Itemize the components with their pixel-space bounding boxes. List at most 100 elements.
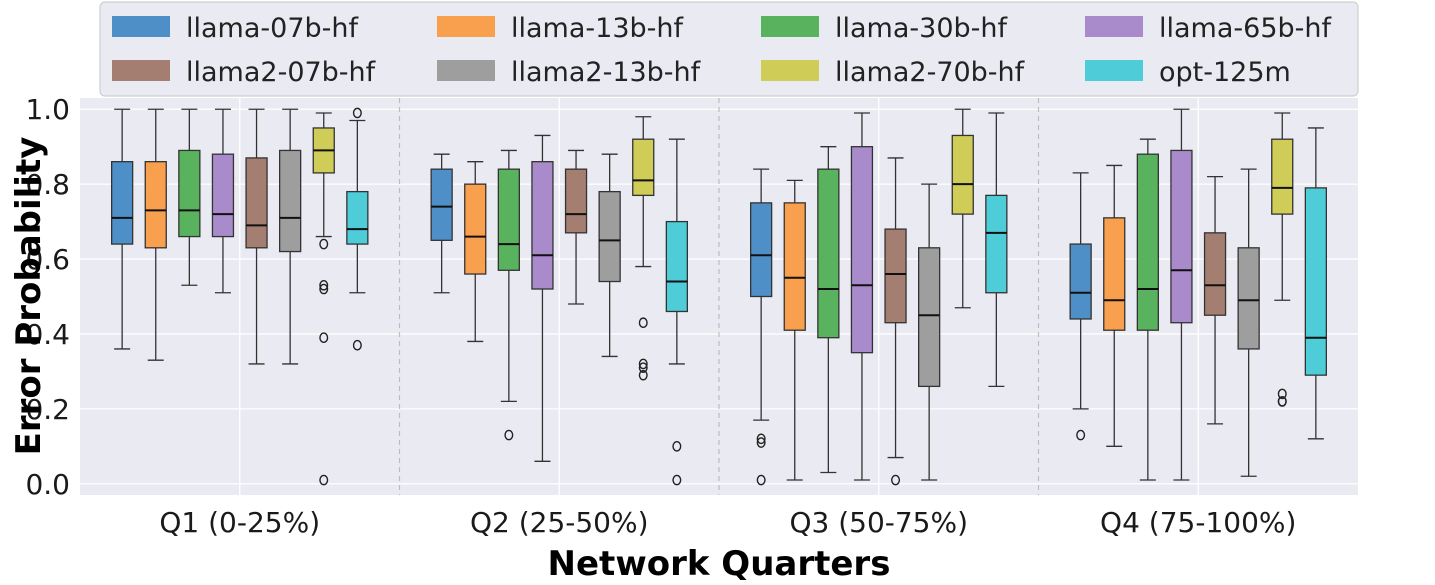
box-opt-125m-3: [985, 112, 1008, 388]
outlier-point: [756, 474, 766, 486]
box-iqr: [144, 161, 167, 249]
box-llama-07b-hf-2: [430, 153, 453, 294]
box-llama-30b-hf-4: [1136, 138, 1159, 481]
box-iqr: [598, 190, 621, 283]
box-llama-30b-hf-2: [497, 149, 521, 441]
legend-item-llama-13b-hf: llama-13b-hf: [437, 13, 684, 44]
outlier-point: [638, 362, 648, 373]
legend-label: llama-65b-hf: [1159, 13, 1332, 44]
box-llama2-70b-hf-1: [312, 112, 335, 486]
box-llama-07b-hf-4: [1069, 172, 1092, 441]
box-llama2-07b-hf-1: [245, 108, 268, 365]
box-llama-65b-hf-3: [850, 112, 874, 481]
outlier-point: [638, 369, 648, 381]
y-tick-label: 0.0: [25, 468, 70, 501]
box-iqr: [951, 134, 974, 215]
y-tick-label: 0.8: [25, 168, 70, 201]
x-tick-label: Q1 (0-25%): [159, 506, 320, 539]
box-iqr: [464, 183, 487, 275]
box-iqr: [783, 202, 806, 331]
quarter-dividers: [398, 98, 1040, 495]
box-llama2-70b-hf-3: [951, 108, 974, 309]
outlier-point: [672, 474, 682, 486]
y-tick-label: 0.4: [25, 318, 70, 351]
outlier-point: [319, 332, 329, 343]
outlier-point: [352, 339, 362, 351]
box-iqr: [497, 168, 521, 271]
legend-item-llama2-07b-hf: llama2-07b-hf: [112, 57, 377, 88]
legend-label: llama-07b-hf: [186, 13, 359, 44]
legend-swatch: [112, 16, 170, 37]
outlier-point: [319, 283, 329, 295]
box-llama-13b-hf-3: [783, 179, 806, 481]
box-iqr: [178, 149, 201, 238]
legend-swatch: [761, 60, 819, 81]
y-tick-label: 0.2: [25, 393, 70, 426]
box-llama-07b-hf-1: [111, 108, 134, 350]
legend-swatch: [1085, 16, 1143, 37]
box-llama2-13b-hf-3: [918, 183, 941, 481]
legend-label: llama2-70b-hf: [835, 57, 1026, 88]
legend-frame: [99, 1, 1359, 97]
legend-label: opt-125m: [1159, 57, 1291, 88]
box-opt-125m-1: [346, 107, 369, 351]
legend-swatch: [437, 16, 495, 37]
box-iqr: [1103, 217, 1126, 331]
outlier-point: [638, 358, 648, 370]
box-llama2-07b-hf-2: [564, 149, 588, 305]
box-iqr: [985, 194, 1008, 294]
legend-swatch: [761, 16, 819, 37]
legend-item-llama-65b-hf: llama-65b-hf: [1085, 13, 1332, 44]
box-llama2-13b-hf-4: [1237, 168, 1260, 477]
box-iqr: [850, 146, 874, 354]
box-iqr: [430, 168, 453, 241]
box-llama2-07b-hf-4: [1203, 176, 1227, 425]
box-iqr: [884, 228, 907, 324]
box-iqr: [111, 161, 134, 245]
outlier-point: [1076, 429, 1086, 441]
legend-item-llama-30b-hf: llama-30b-hf: [761, 13, 1008, 44]
legend-item-llama2-13b-hf: llama2-13b-hf: [437, 57, 702, 88]
legend-label: llama2-13b-hf: [511, 57, 702, 88]
outlier-point: [638, 317, 648, 329]
box-iqr: [632, 138, 655, 197]
box-llama-65b-hf-1: [211, 108, 235, 294]
legend-item-llama-07b-hf: llama-07b-hf: [112, 13, 359, 44]
box-iqr: [1237, 247, 1260, 350]
outlier-point: [756, 437, 766, 448]
legend: llama-07b-hf llama-13b-hf llama-30b-hf llam…: [99, 1, 1359, 97]
box-iqr: [1136, 153, 1159, 331]
legend-swatch: [112, 60, 170, 81]
box-opt-125m-2: [665, 138, 688, 486]
box-iqr: [1304, 187, 1327, 376]
box-iqr: [211, 153, 235, 238]
box-iqr: [750, 202, 773, 298]
box-llama-13b-hf-4: [1103, 164, 1126, 447]
box-llama-30b-hf-3: [817, 146, 840, 474]
box-iqr: [531, 161, 554, 290]
x-tick-label: Q3 (50-75%): [789, 506, 968, 539]
legend-swatch: [437, 60, 495, 81]
outlier-point: [319, 238, 329, 250]
box-llama-13b-hf-2: [464, 161, 487, 343]
y-axis-title: Error Probability: [9, 137, 49, 456]
y-tick-label: 1.0: [25, 93, 70, 126]
box-iqr: [817, 168, 840, 339]
outlier-point: [504, 429, 514, 441]
legend-label: llama-30b-hf: [835, 13, 1008, 44]
box-llama-30b-hf-1: [178, 108, 201, 286]
box-iqr: [1271, 138, 1294, 215]
box-iqr: [1170, 149, 1193, 324]
legend-label: llama2-07b-hf: [186, 57, 377, 88]
legend-item-llama2-70b-hf: llama2-70b-hf: [761, 57, 1026, 88]
x-axis-title: Network Quarters: [548, 544, 891, 584]
box-llama2-70b-hf-2: [632, 116, 655, 381]
box-iqr: [278, 149, 302, 253]
box-iqr: [564, 168, 588, 234]
legend-item-opt-125m: opt-125m: [1085, 57, 1291, 88]
box-iqr: [346, 190, 369, 245]
box-llama-65b-hf-4: [1170, 108, 1193, 481]
x-tick-label: Q2 (25-50%): [470, 506, 649, 539]
outlier-point: [756, 433, 766, 445]
